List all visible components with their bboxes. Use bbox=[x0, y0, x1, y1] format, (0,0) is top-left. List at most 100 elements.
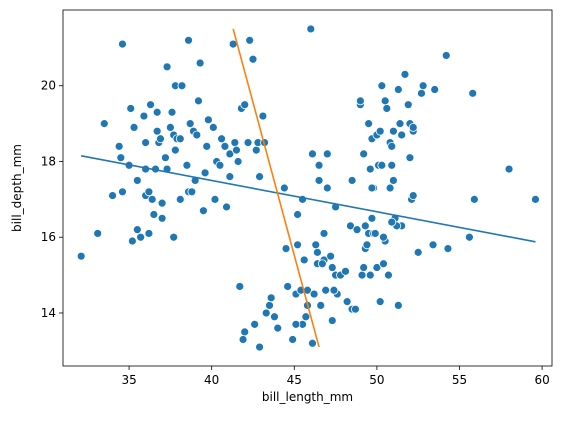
data-point bbox=[393, 300, 403, 310]
data-point bbox=[314, 176, 324, 185]
data-point bbox=[99, 119, 109, 129]
data-point bbox=[225, 172, 235, 182]
x-tick-label: 45 bbox=[287, 373, 302, 387]
data-point bbox=[393, 85, 403, 94]
data-point bbox=[359, 149, 369, 159]
data-point bbox=[243, 138, 253, 147]
data-point bbox=[177, 81, 187, 91]
y-axis-ticks: 14 16 18 20 bbox=[41, 79, 63, 320]
data-point bbox=[220, 141, 230, 151]
data-point bbox=[129, 123, 139, 132]
data-point bbox=[118, 187, 127, 197]
data-point bbox=[308, 149, 317, 159]
data-point bbox=[360, 221, 370, 231]
data-point bbox=[342, 297, 352, 307]
regression-line bbox=[81, 155, 536, 243]
data-point bbox=[355, 96, 365, 106]
data-point bbox=[76, 251, 86, 261]
data-point bbox=[250, 319, 260, 329]
data-point bbox=[417, 88, 426, 98]
data-point bbox=[184, 35, 193, 45]
lines-layer bbox=[81, 28, 536, 348]
data-point bbox=[405, 153, 415, 163]
data-point bbox=[291, 319, 301, 329]
data-point bbox=[238, 335, 248, 344]
data-point bbox=[126, 104, 136, 113]
data-point bbox=[225, 149, 235, 159]
data-point bbox=[301, 312, 311, 322]
data-point bbox=[306, 24, 316, 34]
x-tick-label: 60 bbox=[534, 373, 549, 387]
data-point bbox=[182, 160, 192, 170]
data-point bbox=[341, 266, 350, 276]
data-point bbox=[375, 126, 385, 136]
data-point bbox=[167, 107, 177, 117]
data-point bbox=[175, 194, 185, 204]
data-point bbox=[144, 229, 154, 238]
data-point bbox=[273, 323, 283, 333]
data-point bbox=[93, 229, 103, 238]
data-point bbox=[387, 141, 397, 151]
data-point bbox=[235, 282, 245, 291]
data-point bbox=[316, 300, 326, 310]
data-point bbox=[165, 123, 175, 132]
data-point bbox=[395, 119, 405, 129]
data-point bbox=[132, 225, 142, 235]
data-point bbox=[365, 270, 375, 280]
data-point bbox=[255, 342, 264, 352]
data-point bbox=[313, 247, 322, 257]
data-point bbox=[199, 206, 208, 216]
data-point bbox=[364, 119, 374, 129]
data-point bbox=[468, 88, 478, 98]
data-point bbox=[194, 96, 203, 106]
data-point bbox=[408, 191, 418, 200]
points-layer bbox=[76, 24, 540, 352]
x-tick-label: 35 bbox=[121, 373, 136, 387]
data-point bbox=[400, 69, 410, 79]
data-point bbox=[217, 134, 226, 144]
data-point bbox=[240, 100, 250, 110]
x-axis-ticks: 35 40 45 50 55 60 bbox=[121, 366, 550, 387]
data-point bbox=[200, 168, 210, 178]
data-point bbox=[504, 164, 514, 174]
data-point bbox=[351, 304, 360, 314]
data-point bbox=[152, 126, 162, 136]
data-point bbox=[413, 247, 423, 257]
data-point bbox=[362, 240, 372, 250]
data-point bbox=[441, 51, 451, 60]
data-point bbox=[169, 232, 179, 242]
data-point bbox=[147, 194, 157, 204]
data-point bbox=[132, 176, 142, 185]
data-point bbox=[370, 229, 380, 238]
y-tick-label: 14 bbox=[41, 306, 56, 320]
data-point bbox=[322, 149, 332, 159]
data-point bbox=[377, 81, 387, 91]
data-point bbox=[314, 160, 324, 170]
data-point bbox=[251, 145, 261, 155]
data-point bbox=[469, 194, 479, 204]
data-point bbox=[255, 172, 264, 182]
data-point bbox=[146, 100, 155, 110]
data-point bbox=[149, 210, 159, 219]
data-point bbox=[319, 229, 329, 238]
data-point bbox=[464, 232, 474, 242]
x-tick-label: 50 bbox=[369, 373, 384, 387]
data-point bbox=[144, 187, 154, 197]
y-axis-label: bill_depth_mm bbox=[10, 144, 24, 232]
data-point bbox=[203, 115, 213, 125]
data-point bbox=[326, 251, 336, 261]
data-point bbox=[157, 213, 167, 223]
data-point bbox=[346, 221, 355, 231]
data-point bbox=[380, 96, 390, 106]
data-point bbox=[157, 198, 167, 208]
data-point bbox=[403, 100, 413, 110]
data-point bbox=[202, 141, 212, 151]
data-point bbox=[384, 270, 393, 280]
data-point bbox=[152, 107, 162, 117]
data-point bbox=[327, 263, 337, 272]
data-point bbox=[389, 126, 398, 136]
data-point bbox=[195, 58, 205, 68]
data-point bbox=[240, 327, 250, 337]
data-point bbox=[108, 191, 117, 200]
